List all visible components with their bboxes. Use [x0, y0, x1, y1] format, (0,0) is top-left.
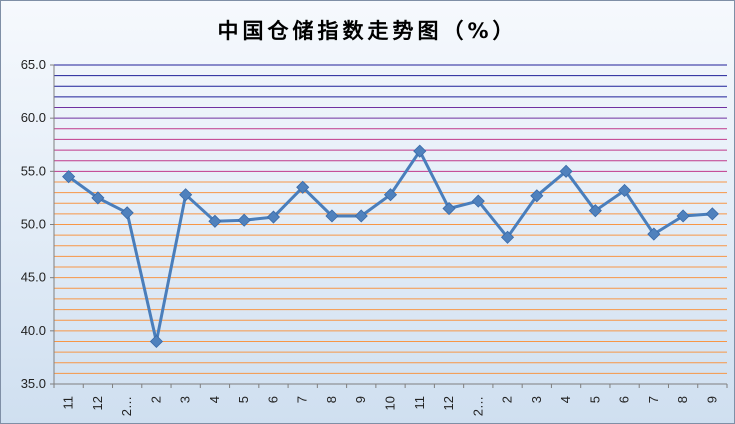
x-tick-label: 9 — [353, 396, 368, 403]
series-layer — [62, 144, 719, 349]
data-point — [62, 170, 76, 184]
data-point — [530, 189, 544, 203]
data-point — [149, 334, 163, 349]
data-point — [120, 206, 134, 220]
x-tick-label: 2 — [148, 396, 163, 403]
series-line — [67, 149, 713, 343]
x-tick-label: 5 — [587, 396, 602, 403]
data-point — [91, 191, 105, 205]
data-point — [647, 227, 661, 241]
x-tick-label: 5 — [236, 396, 251, 403]
x-tick-label: 11 — [412, 396, 427, 410]
chart-title: 中国仓储指数走势图（%） — [217, 19, 518, 43]
x-tick-label: 9 — [704, 396, 719, 403]
data-point — [296, 180, 310, 194]
y-tick-label: 65.0 — [21, 57, 46, 72]
x-tick-label: 12 — [441, 396, 456, 410]
x-tick-label: 3 — [529, 396, 544, 403]
x-tick-label: 7 — [295, 396, 310, 403]
y-tick-label: 50.0 — [21, 217, 46, 232]
x-tick-label: 8 — [324, 396, 339, 403]
x-tick-label: 11 — [61, 396, 76, 410]
data-point — [179, 188, 193, 202]
data-point — [237, 213, 251, 227]
x-tick-label: 10 — [383, 396, 398, 410]
x-tick-label: 2… — [470, 396, 485, 416]
data-point — [676, 209, 690, 223]
x-tick-label: 12 — [90, 396, 105, 410]
x-tick-label: 7 — [646, 396, 661, 403]
x-tick-label: 2… — [119, 396, 134, 416]
data-point — [618, 183, 632, 198]
data-point — [500, 230, 515, 244]
x-tick-label: 4 — [207, 396, 222, 403]
axis-layer — [50, 64, 728, 388]
data-point — [325, 209, 339, 223]
data-point — [208, 214, 222, 228]
data-point — [442, 201, 456, 216]
data-point — [266, 210, 281, 224]
y-tick-label: 45.0 — [21, 270, 46, 285]
y-tick-label: 40.0 — [21, 323, 46, 338]
x-tick-label: 4 — [558, 396, 573, 403]
data-point — [705, 207, 719, 221]
y-tick-label: 55.0 — [21, 163, 46, 178]
y-tick-label: 35.0 — [21, 376, 46, 391]
y-tick-label: 60.0 — [21, 110, 46, 125]
x-tick-label: 3 — [178, 396, 193, 403]
grid-layer — [54, 64, 727, 374]
data-point — [383, 188, 398, 202]
data-point — [559, 164, 573, 178]
x-tick-label: 6 — [617, 396, 632, 403]
data-point — [588, 204, 602, 218]
x-tick-label: 2 — [500, 396, 515, 403]
data-point — [354, 209, 368, 223]
x-tick-label: 8 — [675, 396, 690, 403]
label-layer: 35.0 40.0 45.0 50.0 55.0 60.0 65.0 11 12 2… 2 3 4 5 6 7… — [21, 57, 720, 416]
data-point — [413, 144, 427, 158]
x-tick-label: 6 — [265, 396, 280, 403]
data-point — [471, 194, 485, 208]
